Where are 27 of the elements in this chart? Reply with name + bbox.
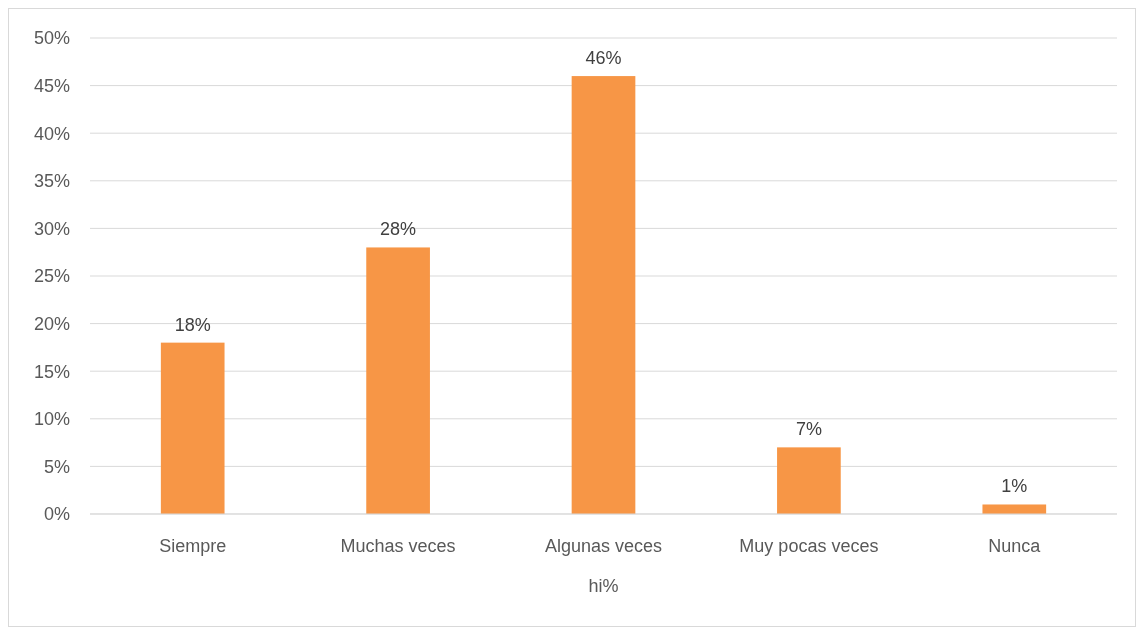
y-tick-label: 20% [33,313,70,334]
y-tick-label: 40% [33,123,70,144]
data-label: 46% [585,48,622,69]
x-tick-label: Muchas veces [340,536,456,556]
data-label: 18% [174,314,211,335]
y-tick-label: 35% [33,171,70,192]
bar [571,76,636,514]
y-tick-label: 10% [33,409,70,430]
bar [982,504,1047,514]
y-tick-label: 25% [33,266,70,287]
x-axis-title: hi% [588,576,619,596]
x-tick-label: Algunas veces [544,536,663,556]
y-tick-label: 45% [33,75,70,96]
y-tick-label: 5% [43,456,70,477]
y-tick-label: 50% [33,28,70,49]
data-label: 28% [380,219,417,240]
bar [777,447,841,514]
x-tick-label: Siempre [159,536,227,556]
data-label: 7% [795,419,822,440]
y-tick-label: 0% [43,504,70,525]
bar [366,247,430,514]
y-tick-label: 30% [33,218,70,239]
bar [160,342,225,514]
x-tick-label: Nunca [988,536,1042,556]
data-label: 1% [1001,476,1028,497]
x-tick-label: Muy pocas veces [739,536,879,556]
y-tick-label: 15% [33,361,70,382]
